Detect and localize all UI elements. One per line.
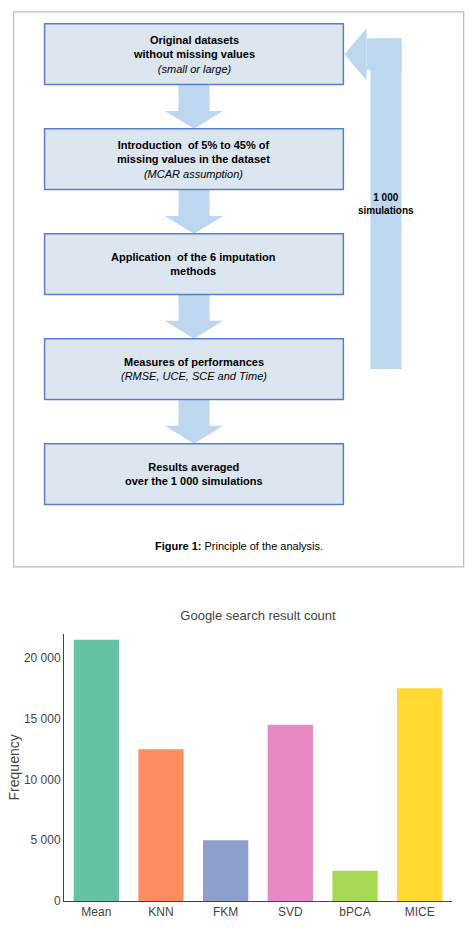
svg-text:10 000: 10 000 xyxy=(24,773,61,787)
svg-text:Original datasetswithout missi: Original datasetswithout missing values(… xyxy=(133,34,255,75)
svg-text:Mean: Mean xyxy=(81,905,111,919)
svg-text:Results averagedover the 1 000: Results averagedover the 1 000 simulatio… xyxy=(125,461,263,487)
svg-text:bPCA: bPCA xyxy=(339,905,370,919)
svg-text:Application of the 6 imputati: Application of the 6 imputationmethods xyxy=(111,251,276,277)
svg-text:Figure 1: Principle of the ana: Figure 1: Principle of the analysis. xyxy=(155,540,323,552)
svg-text:MICE: MICE xyxy=(405,905,435,919)
svg-text:20 000: 20 000 xyxy=(24,651,61,665)
svg-text:0: 0 xyxy=(54,894,61,908)
svg-text:Measures of performances(RMSE,: Measures of performances(RMSE, UCE, SCE … xyxy=(121,356,267,382)
svg-text:KNN: KNN xyxy=(148,905,173,919)
svg-text:FKM: FKM xyxy=(213,905,238,919)
svg-text:5 000: 5 000 xyxy=(31,833,61,847)
svg-text:Frequency: Frequency xyxy=(6,734,22,800)
svg-text:15 000: 15 000 xyxy=(24,712,61,726)
svg-text:1 000simulations: 1 000simulations xyxy=(358,192,414,216)
svg-text:Google search result count: Google search result count xyxy=(180,608,336,623)
svg-text:SVD: SVD xyxy=(278,905,303,919)
svg-text:Introduction of 5% to 45% ofm: Introduction of 5% to 45% ofmissing valu… xyxy=(117,139,270,180)
